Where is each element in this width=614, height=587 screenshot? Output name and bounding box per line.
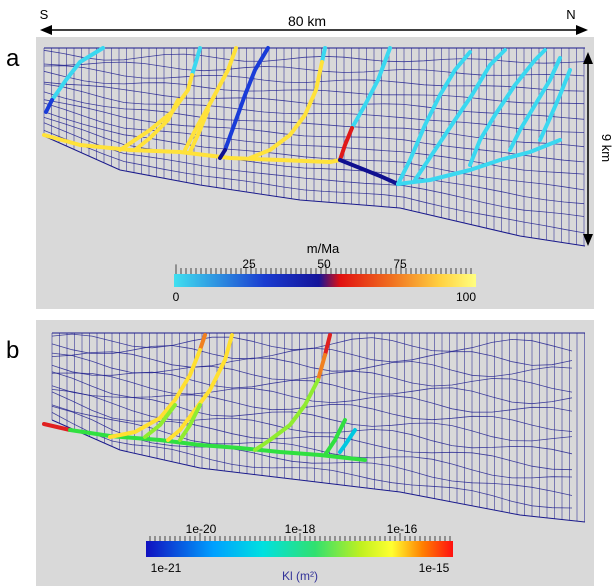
colorbar-a-tick-50: 50 — [317, 257, 331, 271]
colorbar-a-tick-75: 75 — [393, 257, 407, 271]
fault-segment — [316, 353, 327, 382]
panel-a-background — [36, 37, 594, 309]
colorbar-b-max: 1e-15 — [419, 561, 450, 575]
mesh-layer-line — [43, 102, 585, 175]
mesh-layer-line — [51, 343, 573, 366]
south-label: S — [40, 7, 49, 22]
mesh-layer-line — [43, 91, 585, 148]
fault-segment — [42, 422, 72, 432]
fault-segment — [413, 48, 507, 182]
fault-segment — [108, 348, 202, 439]
fault-segment — [338, 428, 357, 454]
mesh-layer-line — [51, 372, 573, 413]
fault-segment — [178, 403, 202, 442]
colorbar-a-ticks — [175, 264, 472, 274]
fault-segment — [143, 403, 177, 439]
fault-segment — [396, 50, 472, 186]
fault-segment — [338, 158, 400, 186]
panel-b-letter: b — [6, 337, 19, 364]
fault-segment — [188, 108, 210, 154]
mesh-layer-line — [43, 99, 585, 163]
fault-segment — [218, 148, 227, 160]
mesh-layer-line — [51, 404, 573, 479]
mesh-layer-line — [51, 385, 573, 442]
colorbar-b-gradient — [146, 541, 453, 557]
panel-b-faults — [42, 333, 367, 462]
fault-segment — [508, 56, 562, 152]
mesh-layer-line — [43, 130, 585, 234]
mesh-layer-line — [51, 351, 573, 378]
mesh-layer-line — [43, 122, 585, 217]
fault-segment — [183, 46, 238, 152]
mesh-bottom-boundary — [43, 135, 586, 247]
scale-header: S N 80 km — [40, 7, 588, 35]
panel-b-mesh — [51, 332, 586, 523]
panel-b-colorbar: 1e-20 1e-18 1e-16 1e-21 1e-15 Kl (m²) — [146, 522, 453, 583]
width-arrow-left-head — [40, 25, 52, 35]
colorbar-a-gradient — [174, 274, 476, 287]
fault-segment — [133, 98, 180, 152]
mesh-layer-line — [51, 364, 573, 405]
panel-a-colorbar: m/Ma 25 50 75 0 100 — [173, 241, 477, 304]
fault-segment — [538, 68, 572, 142]
fault-segment — [50, 46, 105, 102]
fault-segment — [253, 378, 320, 452]
mesh-layer-line — [51, 371, 573, 432]
fault-segment — [248, 60, 324, 160]
mesh-layer-line — [51, 391, 573, 471]
fault-segment — [198, 333, 207, 352]
panel-a-faults — [42, 46, 572, 186]
mesh-layer-line — [51, 412, 573, 509]
depth-arrow-bottom-head — [583, 234, 593, 246]
colorbar-a-max: 100 — [456, 290, 476, 304]
fault-segment — [468, 48, 547, 167]
width-arrow-right-head — [576, 25, 588, 35]
panel-a-letter: a — [6, 45, 20, 72]
width-label: 80 km — [288, 13, 326, 29]
colorbar-a-min: 0 — [173, 290, 180, 304]
colorbar-b-tick-1e-20: 1e-20 — [186, 522, 217, 536]
fault-segment — [396, 138, 562, 186]
mesh-layer-line — [43, 65, 585, 92]
depth-scale: 9 km — [583, 52, 614, 246]
fault-segment — [44, 98, 54, 114]
fault-segment — [42, 133, 342, 164]
fault-segment — [338, 126, 354, 162]
fault-segment — [320, 46, 327, 64]
fault-segment — [350, 46, 392, 130]
colorbar-b-tick-1e-18: 1e-18 — [285, 522, 316, 536]
north-label: N — [566, 7, 575, 22]
mesh-layer-line — [51, 333, 573, 352]
fault-segment — [166, 333, 234, 442]
mesh-layer-line — [43, 117, 585, 205]
fault-segment — [323, 333, 332, 357]
fault-segment — [223, 46, 270, 152]
mesh-layer-line — [51, 389, 573, 455]
mesh-layer-line — [43, 61, 585, 77]
mesh-bottom-boundary — [51, 419, 586, 523]
colorbar-a-title: m/Ma — [307, 241, 340, 256]
depth-label: 9 km — [599, 134, 614, 162]
colorbar-b-tick-1e-16: 1e-16 — [387, 522, 418, 536]
colorbar-a-tick-25: 25 — [242, 257, 256, 271]
mesh-layer-line — [43, 111, 585, 191]
mesh-layer-line — [43, 83, 585, 133]
colorbar-b-min: 1e-21 — [151, 561, 182, 575]
depth-arrow-top-head — [583, 52, 593, 64]
fault-segment — [323, 418, 347, 457]
colorbar-b-title: Kl (m²) — [282, 569, 318, 583]
fault-segment — [190, 46, 202, 77]
colorbar-b-ticks — [149, 533, 451, 541]
